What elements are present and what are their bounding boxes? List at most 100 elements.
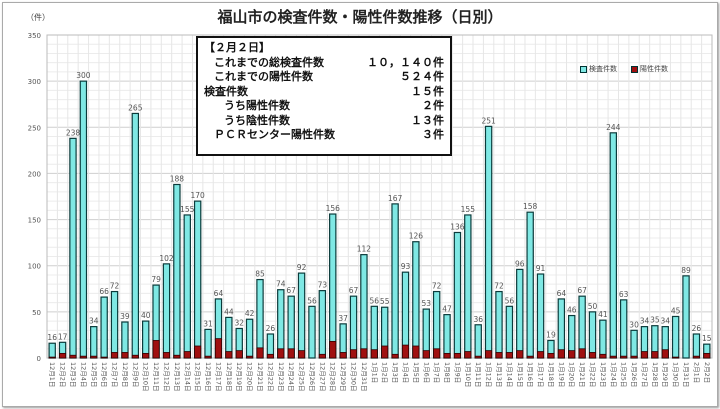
x-tick-label: 1月29日	[661, 362, 669, 387]
data-label: 300	[76, 71, 91, 80]
data-label: 34	[660, 317, 670, 326]
bar-tests	[453, 231, 462, 359]
bar-positives	[183, 351, 191, 359]
bar-positives	[547, 352, 555, 359]
bar-positives	[152, 340, 160, 359]
summary-row: ＰＣＲセンター陽性件数 ３件	[214, 128, 444, 141]
x-tick-label: 12月3日	[69, 362, 77, 387]
bar-positives	[59, 352, 67, 359]
bar-positives	[692, 355, 700, 359]
y-tick-label: 300	[28, 78, 41, 86]
data-label: 47	[442, 305, 452, 314]
data-label: 34	[640, 317, 650, 326]
data-label: 188	[170, 175, 185, 184]
y-tick-label: 100	[28, 263, 41, 271]
bar-positives	[173, 354, 181, 359]
data-label: 40	[141, 311, 151, 320]
bar-tests	[599, 319, 607, 359]
data-label: 79	[151, 275, 161, 284]
bar-tests	[464, 214, 472, 359]
x-tick-label: 12月24日	[287, 362, 295, 392]
x-tick-label: 12月26日	[308, 362, 316, 392]
data-label: 44	[224, 307, 234, 316]
data-label: 26	[692, 324, 702, 333]
bar-tests	[183, 214, 191, 359]
bar-tests	[204, 328, 212, 359]
bar-tests	[391, 203, 399, 359]
x-tick-label: 1月17日	[537, 362, 545, 387]
data-label: 72	[110, 282, 120, 291]
data-label: 126	[409, 232, 424, 241]
x-tick-label: 1月30日	[672, 362, 680, 387]
bar-tests	[90, 326, 98, 359]
x-tick-label: 12月14日	[183, 362, 191, 392]
bar-tests	[609, 132, 618, 359]
bar-positives	[339, 352, 347, 359]
data-label: 136	[450, 222, 465, 231]
bar-tests	[360, 254, 368, 359]
bar-tests	[131, 112, 140, 359]
x-tick-label: 1月18日	[547, 362, 555, 387]
x-tick-label: 1月12日	[485, 362, 493, 387]
bar-positives	[703, 352, 711, 359]
x-tick-label: 12月11日	[152, 362, 160, 392]
x-tick-label: 12月4日	[79, 362, 87, 387]
data-label: 112	[357, 245, 372, 254]
bar-tests	[256, 278, 264, 359]
bar-positives	[329, 340, 337, 359]
bar-tests	[474, 324, 482, 359]
x-tick-label: 12月31日	[360, 362, 368, 392]
data-label: 167	[388, 194, 403, 203]
chart-title: 福山市の検査件数・陽性件数推移（日別）	[217, 8, 503, 26]
data-label: 265	[128, 103, 143, 112]
data-label: 66	[99, 287, 109, 296]
x-tick-label: 1月9日	[453, 362, 461, 383]
x-tick-label: 12月16日	[204, 362, 212, 392]
bar-positives	[370, 349, 378, 359]
data-label: 37	[338, 314, 348, 323]
bar-positives	[214, 338, 222, 359]
data-label: 42	[245, 309, 255, 318]
bar-tests	[412, 241, 420, 359]
bar-positives	[111, 352, 119, 359]
summary-date: 【２月２日】	[204, 41, 270, 54]
y-tick-label: 200	[28, 170, 41, 178]
bar-tests	[297, 272, 306, 359]
bar-positives	[100, 356, 108, 359]
legend-swatch	[631, 65, 638, 73]
x-tick-label: 12月1日	[48, 362, 56, 387]
data-label: 155	[180, 205, 195, 214]
data-label: 41	[598, 310, 608, 319]
x-tick-label: 1月19日	[557, 362, 565, 387]
bar-tests	[245, 318, 254, 359]
bar-tests	[48, 342, 56, 359]
bar-positives	[69, 354, 77, 359]
bar-positives	[204, 355, 212, 359]
x-tick-label: 1月20日	[568, 362, 576, 387]
x-tick-label: 12月21日	[256, 362, 264, 392]
summary-row: これまでの陽性件数 ５２４件	[214, 70, 444, 83]
data-label: 67	[577, 286, 587, 295]
bar-positives	[401, 344, 409, 359]
data-label: 36	[473, 315, 483, 324]
x-tick-label: 12月23日	[277, 362, 285, 392]
data-label: 16	[47, 333, 57, 342]
x-tick-label: 1月24日	[609, 362, 617, 387]
x-tick-label: 1月11日	[474, 362, 482, 387]
x-tick-label: 12月19日	[235, 362, 243, 392]
bar-tests	[193, 200, 202, 359]
data-label: 238	[66, 128, 81, 137]
bar-tests	[630, 329, 638, 359]
bar-positives	[162, 352, 171, 359]
x-tick-label: 12月13日	[173, 362, 181, 392]
x-tick-label: 1月28日	[651, 362, 659, 387]
data-label: 67	[349, 286, 359, 295]
data-label: 244	[606, 123, 621, 132]
bar-tests	[277, 289, 285, 359]
data-label: 85	[255, 270, 265, 279]
x-tick-label: 12月10日	[142, 362, 150, 392]
x-tick-label: 12月22日	[266, 362, 274, 392]
summary-row: うち陰性件数 １３件	[224, 113, 444, 127]
x-tick-label: 1月14日	[505, 362, 513, 387]
